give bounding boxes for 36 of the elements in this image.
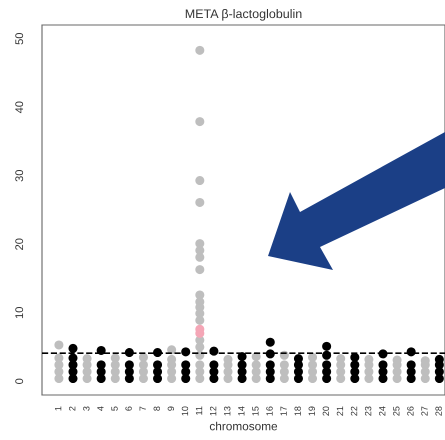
x-tick-label: 17 [280, 406, 287, 416]
x-tick-label: 11 [196, 406, 202, 415]
x-tick-label: 14 [238, 406, 244, 416]
x-tick-label: 5 [111, 406, 118, 411]
x-tick-label: 21 [336, 406, 344, 416]
x-tick-label: 13 [224, 406, 230, 416]
x-tick-label: 10 [182, 406, 188, 416]
y-tick-label: 10 [15, 307, 24, 318]
x-tick-label: 8 [154, 406, 160, 411]
x-axis-title: chromosome [210, 422, 278, 430]
x-tick-label: 28 [435, 406, 442, 416]
y-tick-label: 20 [15, 238, 24, 250]
chart-title: META β-lactoglobulin [186, 8, 302, 21]
x-tick-label: 25 [393, 406, 400, 416]
x-tick-label: 7 [140, 406, 146, 411]
x-tick-label: 4 [97, 406, 104, 411]
x-tick-label: 26 [407, 406, 414, 416]
x-tick-label: 9 [168, 406, 174, 411]
x-tick-label: 12 [210, 406, 216, 416]
x-tick-label: 16 [266, 406, 273, 416]
x-tick-label: 19 [308, 406, 315, 416]
x-tick-label: 27 [421, 406, 428, 416]
x-tick-label: 1 [55, 406, 62, 410]
x-tick-label: 24 [379, 406, 386, 416]
x-tick-label: 18 [294, 406, 301, 416]
y-tick-label: 0 [15, 378, 24, 384]
y-tick-label: 30 [15, 170, 24, 182]
y-tick-label: 40 [15, 101, 24, 114]
x-tick-label: 15 [252, 406, 259, 416]
x-tick-label: 22 [350, 406, 358, 416]
x-tick-label: 23 [364, 406, 372, 416]
x-tick-label: 6 [125, 406, 132, 411]
x-tick-label: 3 [83, 406, 90, 411]
x-tick-label: 20 [322, 406, 330, 416]
y-tick-label: 50 [15, 32, 24, 44]
x-tick-label: 2 [69, 406, 76, 411]
